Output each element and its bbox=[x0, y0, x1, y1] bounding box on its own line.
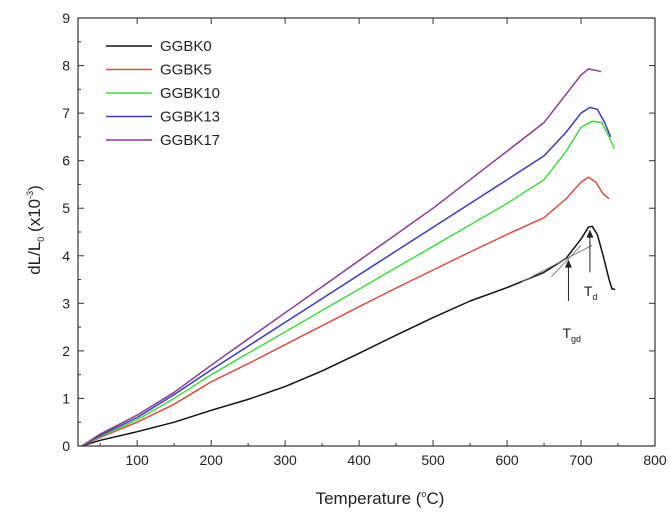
y-axis-label: dL/L0 (x10-3) bbox=[25, 185, 46, 275]
x-axis-label: Temperature (oC) bbox=[316, 489, 445, 508]
annotation-label-t-d: Td bbox=[584, 283, 598, 302]
y-tick-label: 0 bbox=[62, 438, 70, 454]
y-tick-label: 7 bbox=[62, 105, 70, 121]
legend-label-ggbk5: GGBK5 bbox=[160, 62, 212, 79]
x-axis-ticks: 100 200 300 400 500 600 700 800 bbox=[99, 18, 667, 468]
x-tick-label: 800 bbox=[643, 452, 667, 468]
x-tick-label: 200 bbox=[199, 452, 223, 468]
plot-annotations: Tgd Td bbox=[521, 229, 598, 344]
legend-label-ggbk10: GGBK10 bbox=[160, 85, 220, 102]
legend-label-ggbk17: GGBK17 bbox=[160, 132, 220, 149]
legend-label-ggbk13: GGBK13 bbox=[160, 109, 220, 126]
y-tick-label: 4 bbox=[62, 248, 70, 264]
y-tick-label: 5 bbox=[62, 200, 70, 216]
series-line-ggbk17 bbox=[81, 68, 602, 447]
plot-lines bbox=[81, 68, 616, 447]
y-axis-ticks: 0 1 2 3 4 5 6 7 8 9 bbox=[62, 10, 655, 454]
y-tick-label: 6 bbox=[62, 153, 70, 169]
y-tick-label: 3 bbox=[62, 295, 70, 311]
y-tick-label: 8 bbox=[62, 58, 70, 74]
series-line-ggbk0 bbox=[81, 225, 616, 447]
x-tick-label: 600 bbox=[495, 452, 519, 468]
annotation-arrowhead bbox=[586, 229, 594, 238]
x-tick-label: 500 bbox=[421, 452, 445, 468]
series-line-ggbk10 bbox=[81, 120, 615, 447]
y-tick-label: 2 bbox=[62, 343, 70, 359]
y-tick-label: 1 bbox=[62, 390, 70, 406]
series-line-ggbk13 bbox=[81, 106, 612, 447]
x-tick-label: 400 bbox=[347, 452, 371, 468]
tangent-line bbox=[551, 245, 582, 278]
x-tick-label: 300 bbox=[273, 452, 297, 468]
annotation-label-t-gd: Tgd bbox=[562, 325, 581, 344]
legend-label-ggbk0: GGBK0 bbox=[160, 38, 212, 55]
legend: GGBK0 GGBK5 GGBK10 GGBK13 GGBK17 bbox=[106, 38, 220, 149]
x-tick-label: 700 bbox=[569, 452, 593, 468]
tangent-line bbox=[521, 244, 593, 283]
y-tick-label: 9 bbox=[62, 10, 70, 26]
annotation-arrowhead bbox=[564, 259, 572, 268]
series-line-ggbk5 bbox=[81, 176, 610, 447]
x-tick-label: 100 bbox=[125, 452, 149, 468]
